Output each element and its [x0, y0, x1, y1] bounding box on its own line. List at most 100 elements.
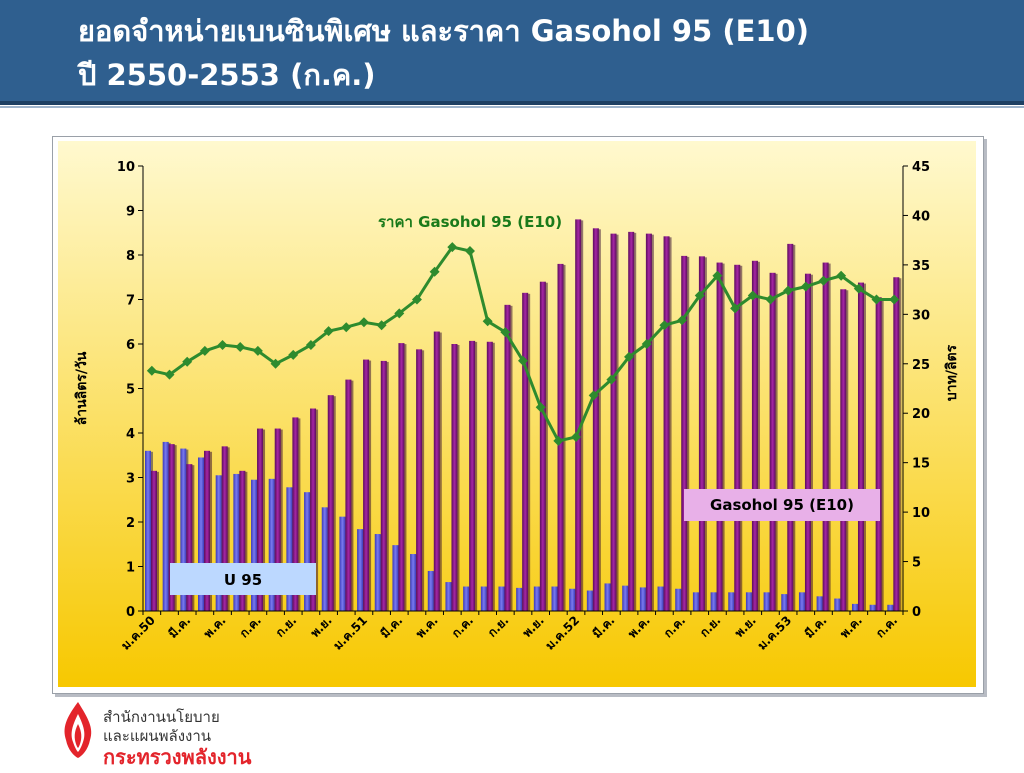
price-point — [270, 358, 281, 369]
gasohol-bar — [257, 428, 264, 611]
u95-bar — [586, 590, 593, 611]
u95-bar — [569, 588, 576, 611]
u95-bar — [851, 603, 858, 611]
u95-bar — [869, 604, 876, 611]
gasohol-bar — [151, 470, 157, 611]
u95-bar — [763, 592, 770, 611]
price-point — [624, 351, 635, 362]
gasohol-bar — [292, 417, 299, 611]
gasohol-bar — [804, 273, 811, 611]
y-tick-label: 0 — [126, 605, 135, 620]
axes-group — [138, 165, 908, 615]
y2-tick-label: 15 — [912, 457, 930, 472]
gasohol-bar — [698, 256, 705, 611]
u95-bar — [692, 592, 699, 611]
u95-label: U 95 — [224, 571, 262, 589]
u95-bar — [816, 596, 823, 611]
gasohol-bar — [645, 233, 652, 611]
gasohol-bar — [522, 292, 529, 611]
u95-bar — [533, 586, 540, 611]
gasohol-bar — [592, 228, 599, 612]
price-point — [323, 326, 334, 337]
u95-bar — [639, 587, 646, 611]
u95-bar — [233, 473, 240, 611]
gasohol-label-box — [684, 489, 880, 521]
gasohol-bar — [486, 341, 493, 611]
gasohol-bar — [416, 349, 423, 611]
gasohol-bar — [168, 444, 175, 611]
u95-bar — [339, 516, 346, 611]
gasohol-label: Gasohol 95 (E10) — [710, 496, 854, 514]
y2-tick-label: 20 — [912, 407, 930, 422]
y-tick-label: 10 — [117, 160, 135, 175]
u95-bar — [427, 570, 434, 611]
price-point — [694, 290, 705, 301]
ministry-name: กระทรวงพลังงาน — [103, 745, 252, 769]
gasohol-bar — [433, 331, 440, 611]
u95-bar — [304, 492, 311, 611]
price-point — [783, 285, 794, 296]
price-point — [553, 435, 564, 446]
u95-bar — [675, 588, 682, 611]
price-point — [164, 369, 175, 380]
gasohol-bar — [575, 219, 582, 611]
price-point — [235, 341, 246, 352]
price-line-label: ราคา Gasohol 95 (E10) — [378, 213, 562, 231]
price-point — [765, 294, 776, 305]
gasohol-bar — [893, 277, 900, 611]
price-point — [199, 345, 210, 356]
gasohol-bar — [398, 343, 405, 611]
gasohol-bar — [204, 450, 211, 611]
price-point — [447, 242, 458, 253]
page-title: ยอดจำหน่ายเบนซินพิเศษ และราคา Gasohol 95… — [78, 14, 810, 48]
u95-bar — [410, 554, 417, 611]
gasohol-bar — [751, 260, 758, 611]
header-bar — [0, 0, 1024, 101]
u95-bar — [445, 582, 452, 611]
u95-bar — [728, 592, 735, 611]
price-point — [182, 356, 193, 367]
y-tick-label: 5 — [126, 383, 135, 398]
gasohol-bar — [628, 231, 635, 612]
gasohol-bar — [857, 282, 864, 611]
u95-bar — [268, 478, 275, 611]
y-tick-label: 8 — [126, 249, 135, 264]
price-point — [853, 283, 864, 294]
y-axis-label: ล้านลิตร/วัน — [74, 351, 90, 425]
gasohol-bar — [716, 262, 723, 611]
org-name-line2: และแผนพลังงาน — [103, 727, 212, 745]
u95-bar — [321, 507, 328, 611]
y2-tick-label: 40 — [912, 209, 930, 224]
y2-tick-label: 0 — [912, 605, 921, 620]
price-point — [659, 320, 670, 331]
u95-bar — [162, 441, 169, 611]
price-point — [571, 431, 582, 442]
y-tick-label: 7 — [126, 294, 135, 309]
page-subtitle: ปี 2550-2553 (ก.ค.) — [78, 58, 376, 92]
gasohol-bar — [539, 281, 546, 611]
gasohol-bar — [681, 255, 688, 611]
u95-bar — [498, 586, 505, 611]
gasohol-bar — [221, 446, 228, 611]
ministry-flame-logo-icon — [64, 702, 92, 758]
u95-bar — [798, 592, 805, 611]
header-divider-light — [0, 106, 1024, 108]
gasohol-bar — [663, 236, 670, 611]
u95-label-box — [170, 563, 316, 595]
u95-bar — [357, 529, 364, 611]
y-tick-label: 6 — [126, 338, 135, 353]
price-point — [818, 275, 829, 286]
u95-bar — [516, 587, 523, 611]
price-point — [800, 281, 811, 292]
gasohol-bar — [822, 262, 829, 611]
gasohol-bar — [345, 379, 352, 611]
gasohol-bar — [787, 243, 794, 611]
gasohol-bar — [734, 264, 741, 611]
y2-tick-label: 30 — [912, 308, 930, 323]
u95-bar — [622, 585, 629, 611]
gasohol-bar — [451, 344, 458, 611]
gasohol-bar — [327, 395, 334, 611]
gasohol-bar — [274, 428, 281, 611]
gasohol-bar — [469, 340, 476, 611]
